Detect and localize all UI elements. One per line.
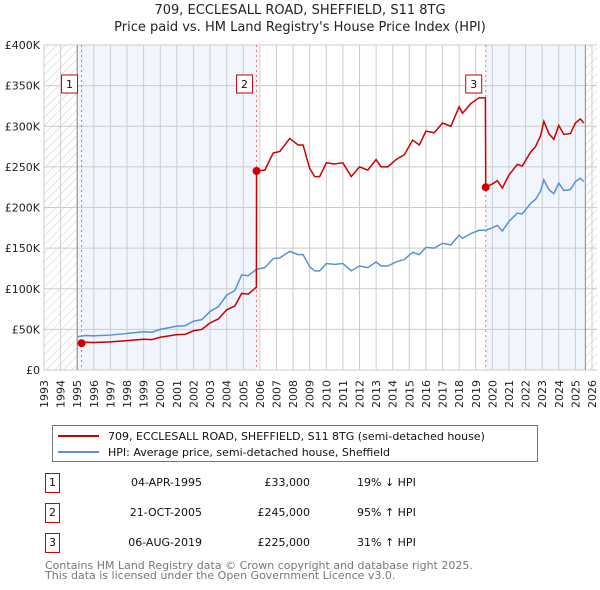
sale-number-badge: 2: [45, 503, 60, 523]
x-tick-label: 2022: [520, 380, 533, 408]
y-tick-label: £250K: [5, 161, 41, 174]
footer-licence: This data is licensed under the Open Gov…: [45, 569, 396, 582]
x-tick-label: 2020: [486, 380, 499, 408]
sale-price: £245,000: [257, 506, 311, 519]
x-tick-label: 1995: [71, 380, 84, 408]
sale-hpi-relative: 95% ↑ HPI: [357, 506, 416, 519]
footer-copyright: Contains HM Land Registry data © Crown c…: [45, 559, 473, 572]
legend-item-property: 709, ECCLESALL ROAD, SHEFFIELD, S11 8TG …: [53, 428, 485, 444]
y-tick-label: £350K: [5, 80, 41, 93]
x-tick-label: 2012: [354, 380, 367, 408]
legend-swatch-red: [58, 435, 99, 437]
legend-label: HPI: Average price, semi-detached house,…: [108, 445, 391, 459]
y-tick-label: £400K: [5, 39, 41, 52]
x-tick-label: 1996: [88, 380, 101, 408]
x-tick-label: 1993: [38, 380, 51, 408]
sale-number-badge: 3: [45, 533, 60, 553]
sale-price: £225,000: [257, 536, 311, 549]
sale-hpi-relative: 31% ↑ HPI: [357, 536, 416, 549]
x-tick-label: 2006: [254, 380, 267, 408]
x-tick-label: 2004: [221, 380, 234, 408]
x-tick-label: 1998: [121, 380, 134, 408]
chart-title: 709, ECCLESALL ROAD, SHEFFIELD, S11 8TG: [154, 3, 446, 18]
sale-label-box: [236, 74, 254, 94]
plot-area: 1993 1994 1995 1996 1997 1998 1999 2000 2001 2002…: [5, 39, 599, 408]
x-tick-label: 2017: [437, 380, 450, 408]
x-tick-label: 2001: [171, 380, 184, 408]
sale-date: 06-AUG-2019: [128, 536, 202, 549]
x-tick-label: 1994: [55, 380, 68, 408]
x-tick-label: 2005: [237, 380, 250, 408]
x-tick-label: 2000: [154, 380, 167, 408]
legend-swatch-blue: [58, 451, 99, 453]
sale-date: 04-APR-1995: [130, 476, 202, 489]
sale-label-box: [61, 74, 79, 94]
x-tick-label: 2018: [453, 380, 466, 408]
x-tick-label: 1999: [138, 380, 151, 408]
y-tick-label: £100K: [5, 283, 41, 296]
legend-label: 709, ECCLESALL ROAD, SHEFFIELD, S11 8TG …: [108, 429, 485, 443]
sale-label: 2: [241, 78, 248, 91]
sale-point: [481, 183, 490, 192]
sale-date: 21-OCT-2005: [129, 506, 202, 519]
x-tick-label: 2014: [387, 380, 400, 408]
x-tick-label: 2003: [204, 380, 217, 408]
y-tick-label: £150K: [5, 242, 41, 255]
x-tick-label: 2008: [287, 380, 300, 408]
sale-label-box: [465, 74, 483, 94]
sale-hpi-relative: 19% ↓ HPI: [357, 476, 416, 489]
x-tick-label: 2013: [370, 380, 383, 408]
x-tick-label: 2024: [553, 380, 566, 408]
x-tick-label: 2011: [337, 380, 350, 408]
legend: 709, ECCLESALL ROAD, SHEFFIELD, S11 8TG …: [52, 425, 538, 462]
y-tick-label: £300K: [5, 120, 41, 133]
sale-point: [77, 339, 86, 348]
price-paid-line: [81, 97, 585, 344]
y-tick-label: £0: [26, 364, 40, 377]
x-tick-label: 2026: [586, 380, 599, 408]
chart-subtitle: Price paid vs. HM Land Registry's House …: [114, 20, 486, 35]
x-tick-label: 1997: [104, 380, 117, 408]
x-tick-label: 2015: [403, 380, 416, 408]
y-tick-label: £200K: [5, 202, 41, 215]
x-tick-label: 2021: [503, 380, 516, 408]
sale-label: 3: [470, 78, 477, 91]
x-tick-label: 2019: [470, 380, 483, 408]
x-tick-label: 2002: [187, 380, 200, 408]
x-tick-label: 2016: [420, 380, 433, 408]
x-tick-label: 2007: [270, 380, 283, 408]
x-tick-label: 2009: [304, 380, 317, 408]
x-tick-label: 2023: [536, 380, 549, 408]
sale-label: 1: [66, 78, 73, 91]
x-tick-label: 2025: [569, 380, 582, 408]
legend-item-hpi: HPI: Average price, semi-detached house,…: [53, 444, 390, 460]
sale-point: [252, 166, 261, 175]
sale-number-badge: 1: [45, 473, 60, 493]
sale-price: £33,000: [264, 476, 311, 489]
hpi-line: [77, 177, 585, 338]
x-tick-label: 2010: [320, 380, 333, 408]
y-tick-label: £50K: [12, 323, 41, 336]
